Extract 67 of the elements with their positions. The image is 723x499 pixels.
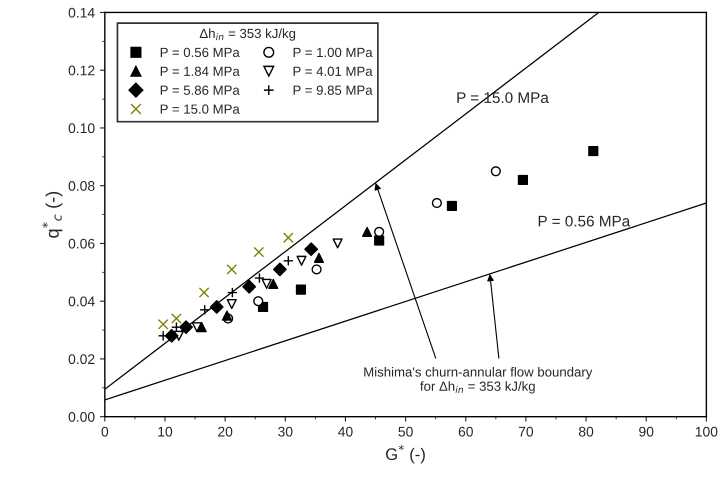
point [304, 242, 318, 256]
point [253, 246, 264, 258]
point [262, 278, 272, 289]
legend-label: P = 15.0 MPa [160, 104, 240, 114]
point [518, 174, 528, 186]
x-tick-label: 50 [398, 426, 413, 437]
x-tick-label: 80 [578, 426, 594, 437]
point [254, 272, 265, 284]
legend-label: P = 9.85 MPa [294, 86, 373, 95]
point [226, 264, 238, 275]
point [332, 238, 343, 249]
point [311, 264, 322, 275]
point [227, 287, 238, 298]
point [282, 232, 294, 244]
y-axis-title: q$^{*}$$_{c}$ (-) [42, 192, 62, 238]
legend-label: P = 5.86 MPa [160, 86, 240, 95]
point [362, 226, 372, 237]
x-tick-label: 30 [278, 426, 292, 437]
y-tick-label: 0.14 [68, 8, 95, 18]
x-tick-label: 20 [218, 426, 232, 437]
point [296, 256, 307, 266]
x-tick-label: 40 [338, 426, 353, 437]
series-label: P = 0.56 MPa [538, 216, 630, 227]
point [268, 278, 278, 289]
point [164, 328, 179, 343]
legend-label: P = 1.84 MPa [160, 66, 240, 76]
x-axis-title: G$^{*}$ (-) [386, 444, 425, 464]
point [198, 287, 210, 298]
point [446, 200, 458, 211]
point [226, 298, 237, 310]
legend-label: P = 1.00 MPa [294, 48, 373, 58]
point [199, 304, 210, 316]
point [242, 280, 256, 294]
series-label: P = 15.0 MPa [457, 92, 549, 104]
point [253, 296, 264, 306]
legend-label: P = 4.01 MPa [294, 66, 373, 76]
point [314, 252, 324, 263]
y-tick-label: 0.08 [68, 181, 95, 191]
point [282, 255, 294, 266]
point [179, 320, 193, 334]
y-tick-label: 0.12 [68, 66, 94, 76]
x-tick-label: 70 [518, 426, 534, 437]
legend-label: P = 0.56 MPa [160, 48, 240, 58]
point [222, 310, 232, 321]
point [432, 198, 442, 208]
point [296, 284, 306, 295]
y-tick-label: 0.02 [68, 354, 94, 364]
point [192, 322, 202, 332]
y-tick-label: 0.00 [68, 412, 95, 422]
point [374, 235, 384, 246]
x-tick-label: 60 [458, 426, 473, 437]
point [158, 318, 169, 330]
x-tick-label: 90 [639, 426, 654, 437]
point [171, 313, 182, 324]
point [588, 146, 598, 156]
point [490, 166, 501, 176]
y-tick-label: 0.06 [68, 238, 95, 249]
x-tick-label: 10 [158, 426, 172, 437]
point [272, 262, 287, 276]
x-tick-label: 100 [696, 426, 718, 437]
y-tick-label: 0.04 [68, 296, 95, 306]
point [210, 300, 224, 314]
x-tick-label: 0 [102, 426, 108, 437]
legend-title: Δh$_{in}$ = 353 kJ/kg [200, 28, 296, 41]
y-tick-label: 0.10 [68, 123, 95, 134]
annotation: Mishima's churn-annular flow boundary for Δh$_{in}$ = 353 kJ/kg [364, 366, 592, 394]
point [374, 226, 384, 237]
